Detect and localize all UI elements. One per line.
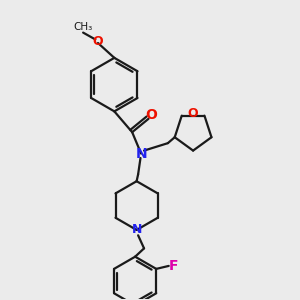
Text: N: N — [135, 147, 147, 160]
Text: O: O — [146, 108, 158, 122]
Text: F: F — [168, 259, 178, 273]
Text: O: O — [93, 35, 103, 48]
Text: CH₃: CH₃ — [74, 22, 93, 32]
Text: N: N — [131, 224, 142, 236]
Text: O: O — [188, 107, 198, 120]
